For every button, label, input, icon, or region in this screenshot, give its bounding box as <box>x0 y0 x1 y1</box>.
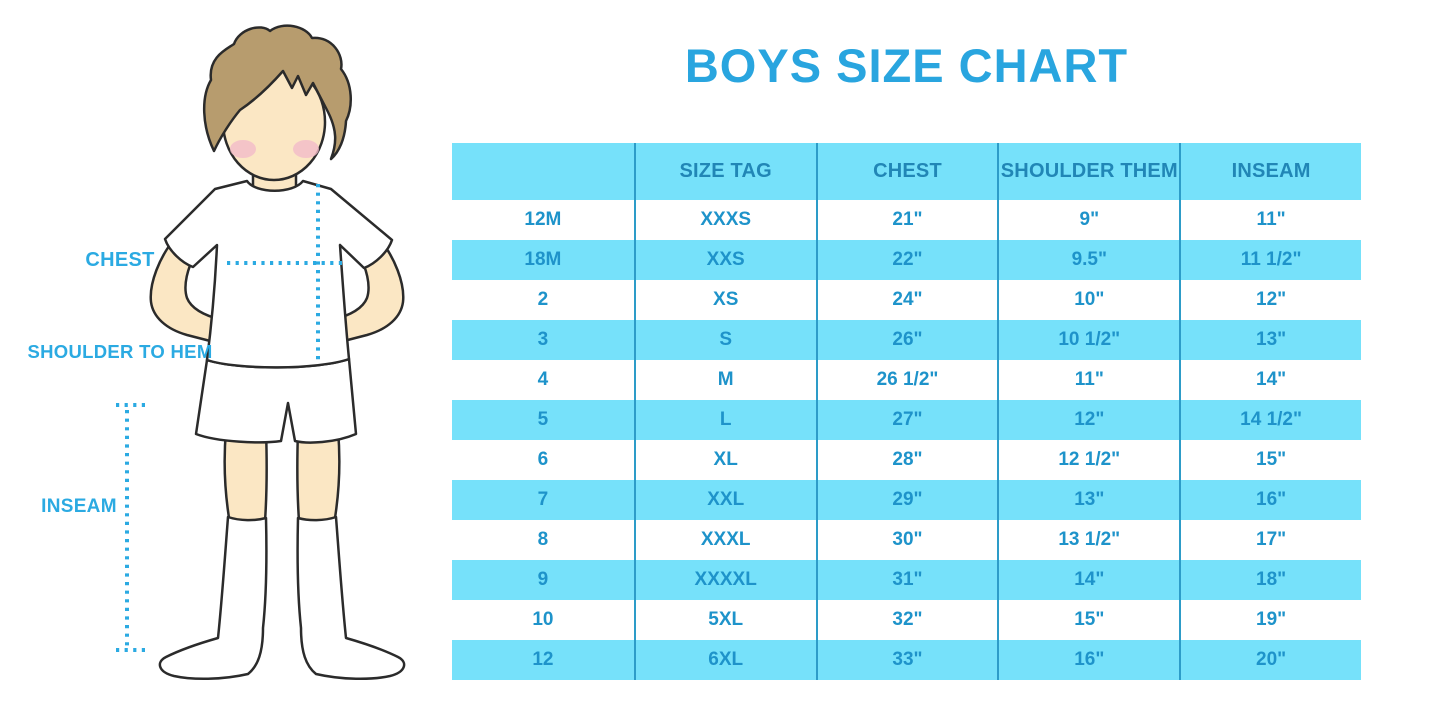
boy-illustration <box>116 24 406 681</box>
table-cell: XXXL <box>633 520 816 560</box>
chest-label: CHEST <box>85 249 155 271</box>
boy-hair <box>202 24 352 161</box>
table-cell: 13" <box>997 480 1180 520</box>
page-title: BOYS SIZE CHART <box>684 39 1129 92</box>
table-cell: 6 <box>452 440 634 480</box>
table-cell: 4 <box>452 360 634 400</box>
table-cell: 30" <box>815 520 998 560</box>
table-cell: 9 <box>452 560 634 600</box>
shoulder-to-hem-label: SHOULDER TO HEM <box>27 341 213 362</box>
table-cell: XL <box>633 440 816 480</box>
inseam-label: INSEAM <box>41 496 117 517</box>
table-cell: 5 <box>452 400 634 440</box>
table-cell: 11" <box>1179 200 1361 240</box>
header-cell: INSEAM <box>1179 143 1361 200</box>
header-cell: SIZE TAG <box>633 143 816 200</box>
table-cell: 22" <box>815 240 998 280</box>
table-cell: 9" <box>997 200 1180 240</box>
header-cell: SHOULDER THEM <box>997 143 1180 200</box>
table-cell: 12 <box>452 640 634 680</box>
table-cell: 15" <box>1179 440 1361 480</box>
table-cell: 10" <box>997 280 1180 320</box>
table-cell: 13" <box>1179 320 1361 360</box>
boy-blush-right <box>293 140 319 158</box>
table-cell: 14" <box>1179 360 1361 400</box>
table-cell: 13 1/2" <box>997 520 1180 560</box>
table-cell: 21" <box>815 200 998 240</box>
table-cell: 10 <box>452 600 634 640</box>
table-cell: 33" <box>815 640 998 680</box>
boy-right-sock <box>296 515 406 681</box>
table-cell: 32" <box>815 600 998 640</box>
table-cell: 18M <box>452 240 634 280</box>
table-cell: 12" <box>997 400 1180 440</box>
table-cell: 14 1/2" <box>1179 400 1361 440</box>
table-cell: 29" <box>815 480 998 520</box>
table-cell: 2 <box>452 280 634 320</box>
table-cell: M <box>633 360 816 400</box>
table-cell: 20" <box>1179 640 1361 680</box>
table-cell: XXL <box>633 480 816 520</box>
boy-blush-left <box>230 140 256 158</box>
table-cell: 24" <box>815 280 998 320</box>
table-cell: L <box>633 400 816 440</box>
table-cell: 16" <box>1179 480 1361 520</box>
boy-shorts <box>194 357 358 444</box>
table-cell: 18" <box>1179 560 1361 600</box>
table-cell: 3 <box>452 320 634 360</box>
table-cell: 26 1/2" <box>815 360 998 400</box>
table-cell: 7 <box>452 480 634 520</box>
boy-tshirt <box>163 179 394 369</box>
table-cell: 10 1/2" <box>997 320 1180 360</box>
table-cell: 11 1/2" <box>1179 240 1361 280</box>
table-cell: 14" <box>997 560 1180 600</box>
table-cell: XXXS <box>633 200 816 240</box>
table-cell: 9.5" <box>997 240 1180 280</box>
table-cell: 12" <box>1179 280 1361 320</box>
header-cell: CHEST <box>815 143 998 200</box>
table-cell: 12M <box>452 200 634 240</box>
table-cell: 27" <box>815 400 998 440</box>
table-cell: 12 1/2" <box>997 440 1180 480</box>
header-cell <box>452 143 634 200</box>
table-cell: XXXXL <box>633 560 816 600</box>
table-cell: 26" <box>815 320 998 360</box>
table-cell: XXS <box>633 240 816 280</box>
measurement-figure: CHEST SHOULDER TO HEM INSEAM <box>0 0 445 723</box>
table-cell: 11" <box>997 360 1180 400</box>
table-cell: 5XL <box>633 600 816 640</box>
size-table: SIZE TAG CHEST SHOULDER THEM INSEAM 12M XXXS 2… <box>452 143 1361 680</box>
boy-left-leg <box>223 428 268 526</box>
table-cell: 17" <box>1179 520 1361 560</box>
boy-left-sock <box>158 515 268 681</box>
table-cell: 28" <box>815 440 998 480</box>
table-cell: 15" <box>997 600 1180 640</box>
table-cell: 31" <box>815 560 998 600</box>
table-cell: 16" <box>997 640 1180 680</box>
table-cell: 8 <box>452 520 634 560</box>
table-cell: S <box>633 320 816 360</box>
boy-right-leg <box>296 428 341 526</box>
table-cell: XS <box>633 280 816 320</box>
table-cell: 19" <box>1179 600 1361 640</box>
table-cell: 6XL <box>633 640 816 680</box>
